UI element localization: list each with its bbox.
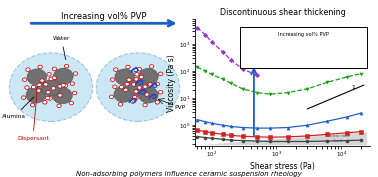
Circle shape (64, 64, 69, 68)
Circle shape (155, 82, 160, 86)
Circle shape (22, 78, 27, 82)
Circle shape (73, 91, 77, 95)
Circle shape (149, 65, 154, 68)
Circle shape (149, 83, 154, 87)
Circle shape (31, 103, 35, 107)
Circle shape (124, 88, 128, 92)
Text: Shear rate
limit: Shear rate limit (327, 134, 350, 143)
Circle shape (96, 53, 180, 121)
Circle shape (119, 85, 124, 89)
Circle shape (58, 85, 62, 88)
Circle shape (38, 65, 42, 69)
Circle shape (115, 69, 135, 85)
Circle shape (138, 68, 158, 85)
Circle shape (143, 85, 147, 88)
Circle shape (145, 93, 149, 96)
Circle shape (41, 80, 61, 96)
Circle shape (148, 83, 152, 86)
Circle shape (52, 76, 56, 80)
Circle shape (127, 78, 131, 82)
Circle shape (135, 73, 139, 76)
Polygon shape (197, 132, 367, 145)
Circle shape (114, 68, 118, 72)
Circle shape (31, 85, 36, 89)
Circle shape (143, 103, 147, 107)
Circle shape (134, 90, 138, 93)
Circle shape (25, 86, 29, 89)
FancyBboxPatch shape (240, 27, 367, 68)
Circle shape (73, 72, 78, 75)
Circle shape (9, 53, 93, 121)
Text: Dispersant: Dispersant (17, 85, 49, 141)
Circle shape (57, 104, 61, 108)
Text: Non-adsorbing polymers influence ceramic suspension rheology: Non-adsorbing polymers influence ceramic… (76, 171, 302, 177)
Circle shape (22, 96, 26, 99)
Circle shape (137, 67, 142, 71)
Circle shape (64, 84, 68, 87)
Circle shape (132, 83, 136, 86)
Circle shape (43, 101, 47, 104)
Circle shape (48, 97, 52, 100)
Circle shape (52, 67, 57, 71)
Circle shape (126, 65, 130, 69)
Circle shape (134, 96, 138, 99)
Y-axis label: Viscosity (Pa s): Viscosity (Pa s) (167, 54, 177, 112)
Circle shape (58, 93, 62, 97)
Circle shape (128, 79, 148, 95)
Circle shape (133, 95, 137, 99)
Circle shape (47, 73, 51, 76)
Circle shape (134, 78, 138, 81)
Circle shape (27, 69, 47, 85)
Circle shape (69, 101, 73, 105)
Circle shape (53, 88, 72, 104)
Circle shape (155, 101, 160, 104)
Circle shape (43, 83, 48, 86)
Text: Increasing vol% PVP: Increasing vol% PVP (278, 32, 329, 37)
Circle shape (37, 89, 41, 92)
Circle shape (139, 75, 143, 79)
Circle shape (46, 90, 50, 94)
Text: PVP: PVP (174, 105, 185, 110)
Circle shape (114, 86, 134, 102)
Circle shape (61, 83, 65, 87)
Text: Water: Water (53, 36, 70, 59)
Circle shape (110, 78, 115, 82)
Circle shape (130, 100, 135, 103)
Circle shape (40, 79, 44, 82)
Circle shape (51, 87, 56, 90)
Circle shape (138, 87, 158, 103)
Text: Alumina: Alumina (2, 97, 34, 119)
Text: 1: 1 (351, 85, 355, 90)
Circle shape (26, 87, 46, 103)
Circle shape (54, 68, 73, 84)
Circle shape (37, 83, 41, 87)
Circle shape (118, 102, 123, 106)
Circle shape (70, 82, 74, 85)
Circle shape (49, 77, 53, 81)
Title: Discontinuous shear thickening: Discontinuous shear thickening (220, 8, 345, 17)
Circle shape (125, 82, 129, 86)
Circle shape (113, 85, 117, 88)
X-axis label: Shear stress (Pa): Shear stress (Pa) (250, 162, 315, 171)
Circle shape (158, 72, 163, 76)
Text: Increasing vol% PVP: Increasing vol% PVP (61, 12, 147, 21)
Circle shape (158, 90, 163, 94)
Circle shape (109, 95, 114, 99)
Circle shape (46, 96, 50, 100)
Circle shape (137, 86, 142, 89)
Circle shape (26, 68, 30, 72)
